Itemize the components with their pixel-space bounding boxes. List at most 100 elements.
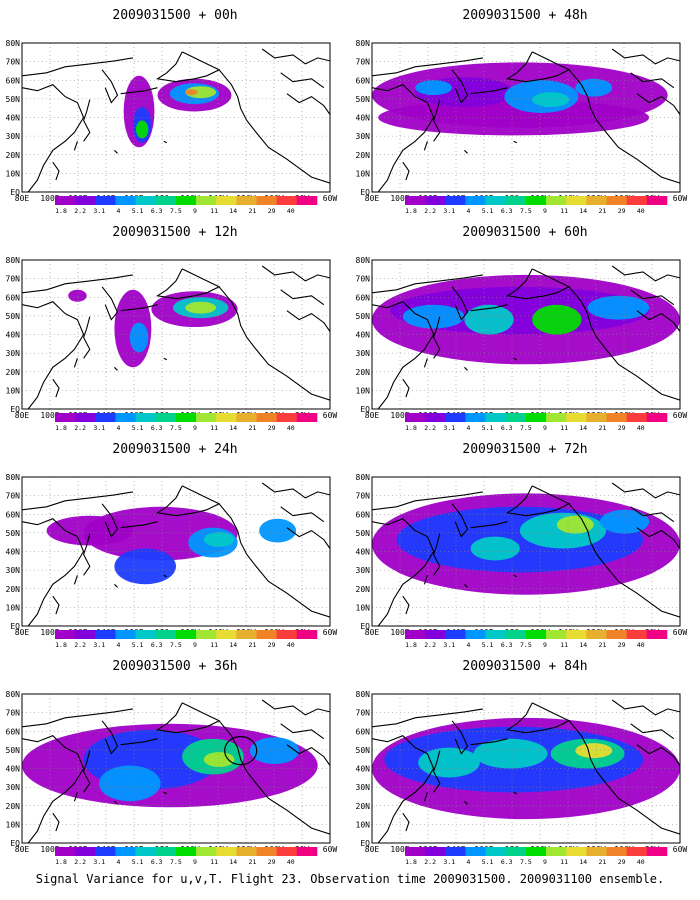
colorbar-label: 11 xyxy=(560,858,568,866)
lat-label: 30N xyxy=(6,349,21,358)
figure-caption: Signal Variance for u,v,T. Flight 23. Ob… xyxy=(35,872,665,886)
colorbar-label: 4 xyxy=(116,858,120,866)
coastline xyxy=(22,491,133,511)
colorbar-swatch xyxy=(175,847,197,856)
colorbar-label: 3.1 xyxy=(443,207,455,215)
colorbar-swatch xyxy=(175,630,197,639)
colorbar-swatch xyxy=(256,630,277,639)
coastline xyxy=(163,357,168,361)
map-canvas: 80N70N60N50N40N30N20N10NEQ80E100E120E140… xyxy=(6,690,338,866)
variance-region xyxy=(473,738,548,769)
lat-label: 10N xyxy=(6,169,21,178)
colorbar-label: 40 xyxy=(287,641,295,649)
colorbar-label: 29 xyxy=(618,858,626,866)
coastline xyxy=(83,316,91,359)
lat-label: 30N xyxy=(356,566,371,575)
colorbar-label: 4 xyxy=(466,641,470,649)
lon-label: 60W xyxy=(673,845,688,854)
coastline xyxy=(114,800,118,805)
colorbar-label: 29 xyxy=(268,641,276,649)
colorbar-label: 6.3 xyxy=(501,641,513,649)
lat-label: EQ xyxy=(10,405,20,414)
colorbar-label: 4 xyxy=(116,207,120,215)
colorbar-label: 9 xyxy=(193,641,197,649)
lat-label: 50N xyxy=(356,746,371,755)
colorbar-swatch xyxy=(75,630,96,639)
variance-region xyxy=(464,304,514,335)
coastline xyxy=(513,140,518,144)
colorbar-swatch xyxy=(465,847,486,856)
lat-label: 40N xyxy=(356,765,371,774)
coastline xyxy=(280,723,325,740)
lat-label: 10N xyxy=(6,386,21,395)
colorbar-label: 2.2 xyxy=(424,424,436,432)
variance-region xyxy=(415,80,453,96)
lat-label: 40N xyxy=(6,765,21,774)
coastline xyxy=(470,738,508,746)
panel-title: 2009031500 + 12h xyxy=(112,225,238,240)
coastline xyxy=(163,574,168,578)
colorbar-swatch xyxy=(525,630,547,639)
colorbar-label: 3.1 xyxy=(443,858,455,866)
colorbar-label: 14 xyxy=(229,207,237,215)
colorbar-label: 21 xyxy=(249,424,257,432)
coastline xyxy=(568,720,680,835)
colorbar-swatch xyxy=(425,630,446,639)
colorbar-swatch xyxy=(276,413,298,422)
coastline xyxy=(372,491,483,511)
coastline xyxy=(22,735,85,843)
coastline xyxy=(22,708,133,728)
colorbar-swatch xyxy=(196,196,217,205)
map-canvas: 80N70N60N50N40N30N20N10NEQ80E100E120E140… xyxy=(6,39,338,215)
coastline xyxy=(73,141,78,151)
coastline xyxy=(218,69,330,184)
lat-label: 60N xyxy=(356,510,371,519)
colorbar-swatch xyxy=(405,847,426,856)
panel-title: 2009031500 + 60h xyxy=(462,225,588,240)
colorbar-label: 7.5 xyxy=(170,424,182,432)
colorbar-swatch xyxy=(216,196,237,205)
colorbar-swatch xyxy=(155,413,177,422)
lat-label: 50N xyxy=(6,312,21,321)
colorbar-label: 3.1 xyxy=(93,858,105,866)
coastline xyxy=(451,503,469,538)
lat-label: 80N xyxy=(6,473,21,482)
colorbar-swatch xyxy=(626,847,648,856)
colorbar-label: 14 xyxy=(579,858,587,866)
lat-label: EQ xyxy=(360,405,370,414)
colorbar-label: 40 xyxy=(637,858,645,866)
coastline xyxy=(568,69,680,184)
lat-label: 60N xyxy=(356,293,371,302)
colorbar-label: 5.1 xyxy=(132,858,144,866)
variance-region xyxy=(418,747,480,778)
lat-label: 20N xyxy=(356,368,371,377)
colorbar-label: 4 xyxy=(116,641,120,649)
variance-region xyxy=(99,765,161,802)
lat-label: 30N xyxy=(6,566,21,575)
colorbar-label: 21 xyxy=(599,424,607,432)
colorbar-swatch xyxy=(135,847,157,856)
colorbar-swatch xyxy=(95,413,116,422)
coastline xyxy=(261,48,330,65)
colorbar-label: 4 xyxy=(466,207,470,215)
colorbar-label: 21 xyxy=(249,858,257,866)
colorbar-label: 3.1 xyxy=(93,424,105,432)
colorbar-swatch xyxy=(256,196,277,205)
colorbar-swatch xyxy=(505,630,527,639)
colorbar-label: 7.5 xyxy=(170,858,182,866)
map-panel-00h: 2009031500 + 00h 80N 70N 60N 50N 40N 30N 20N 10… xyxy=(0,0,350,215)
colorbar-label: 21 xyxy=(599,858,607,866)
colorbar-swatch xyxy=(505,847,527,856)
coastline xyxy=(513,791,518,795)
colorbar-label: 3.1 xyxy=(93,641,105,649)
variance-region xyxy=(575,78,613,97)
colorbar-label: 21 xyxy=(599,641,607,649)
colorbar-swatch xyxy=(586,847,607,856)
coastline xyxy=(22,274,133,294)
coastline xyxy=(286,93,330,115)
colorbar-label: 29 xyxy=(268,207,276,215)
variance-region xyxy=(203,532,235,548)
coastline xyxy=(261,699,330,716)
map-panel-12h: 2009031500 + 12h 80N 70N 60N 50N 40N 30N 20N 10… xyxy=(0,217,350,432)
colorbar-label: 29 xyxy=(618,641,626,649)
